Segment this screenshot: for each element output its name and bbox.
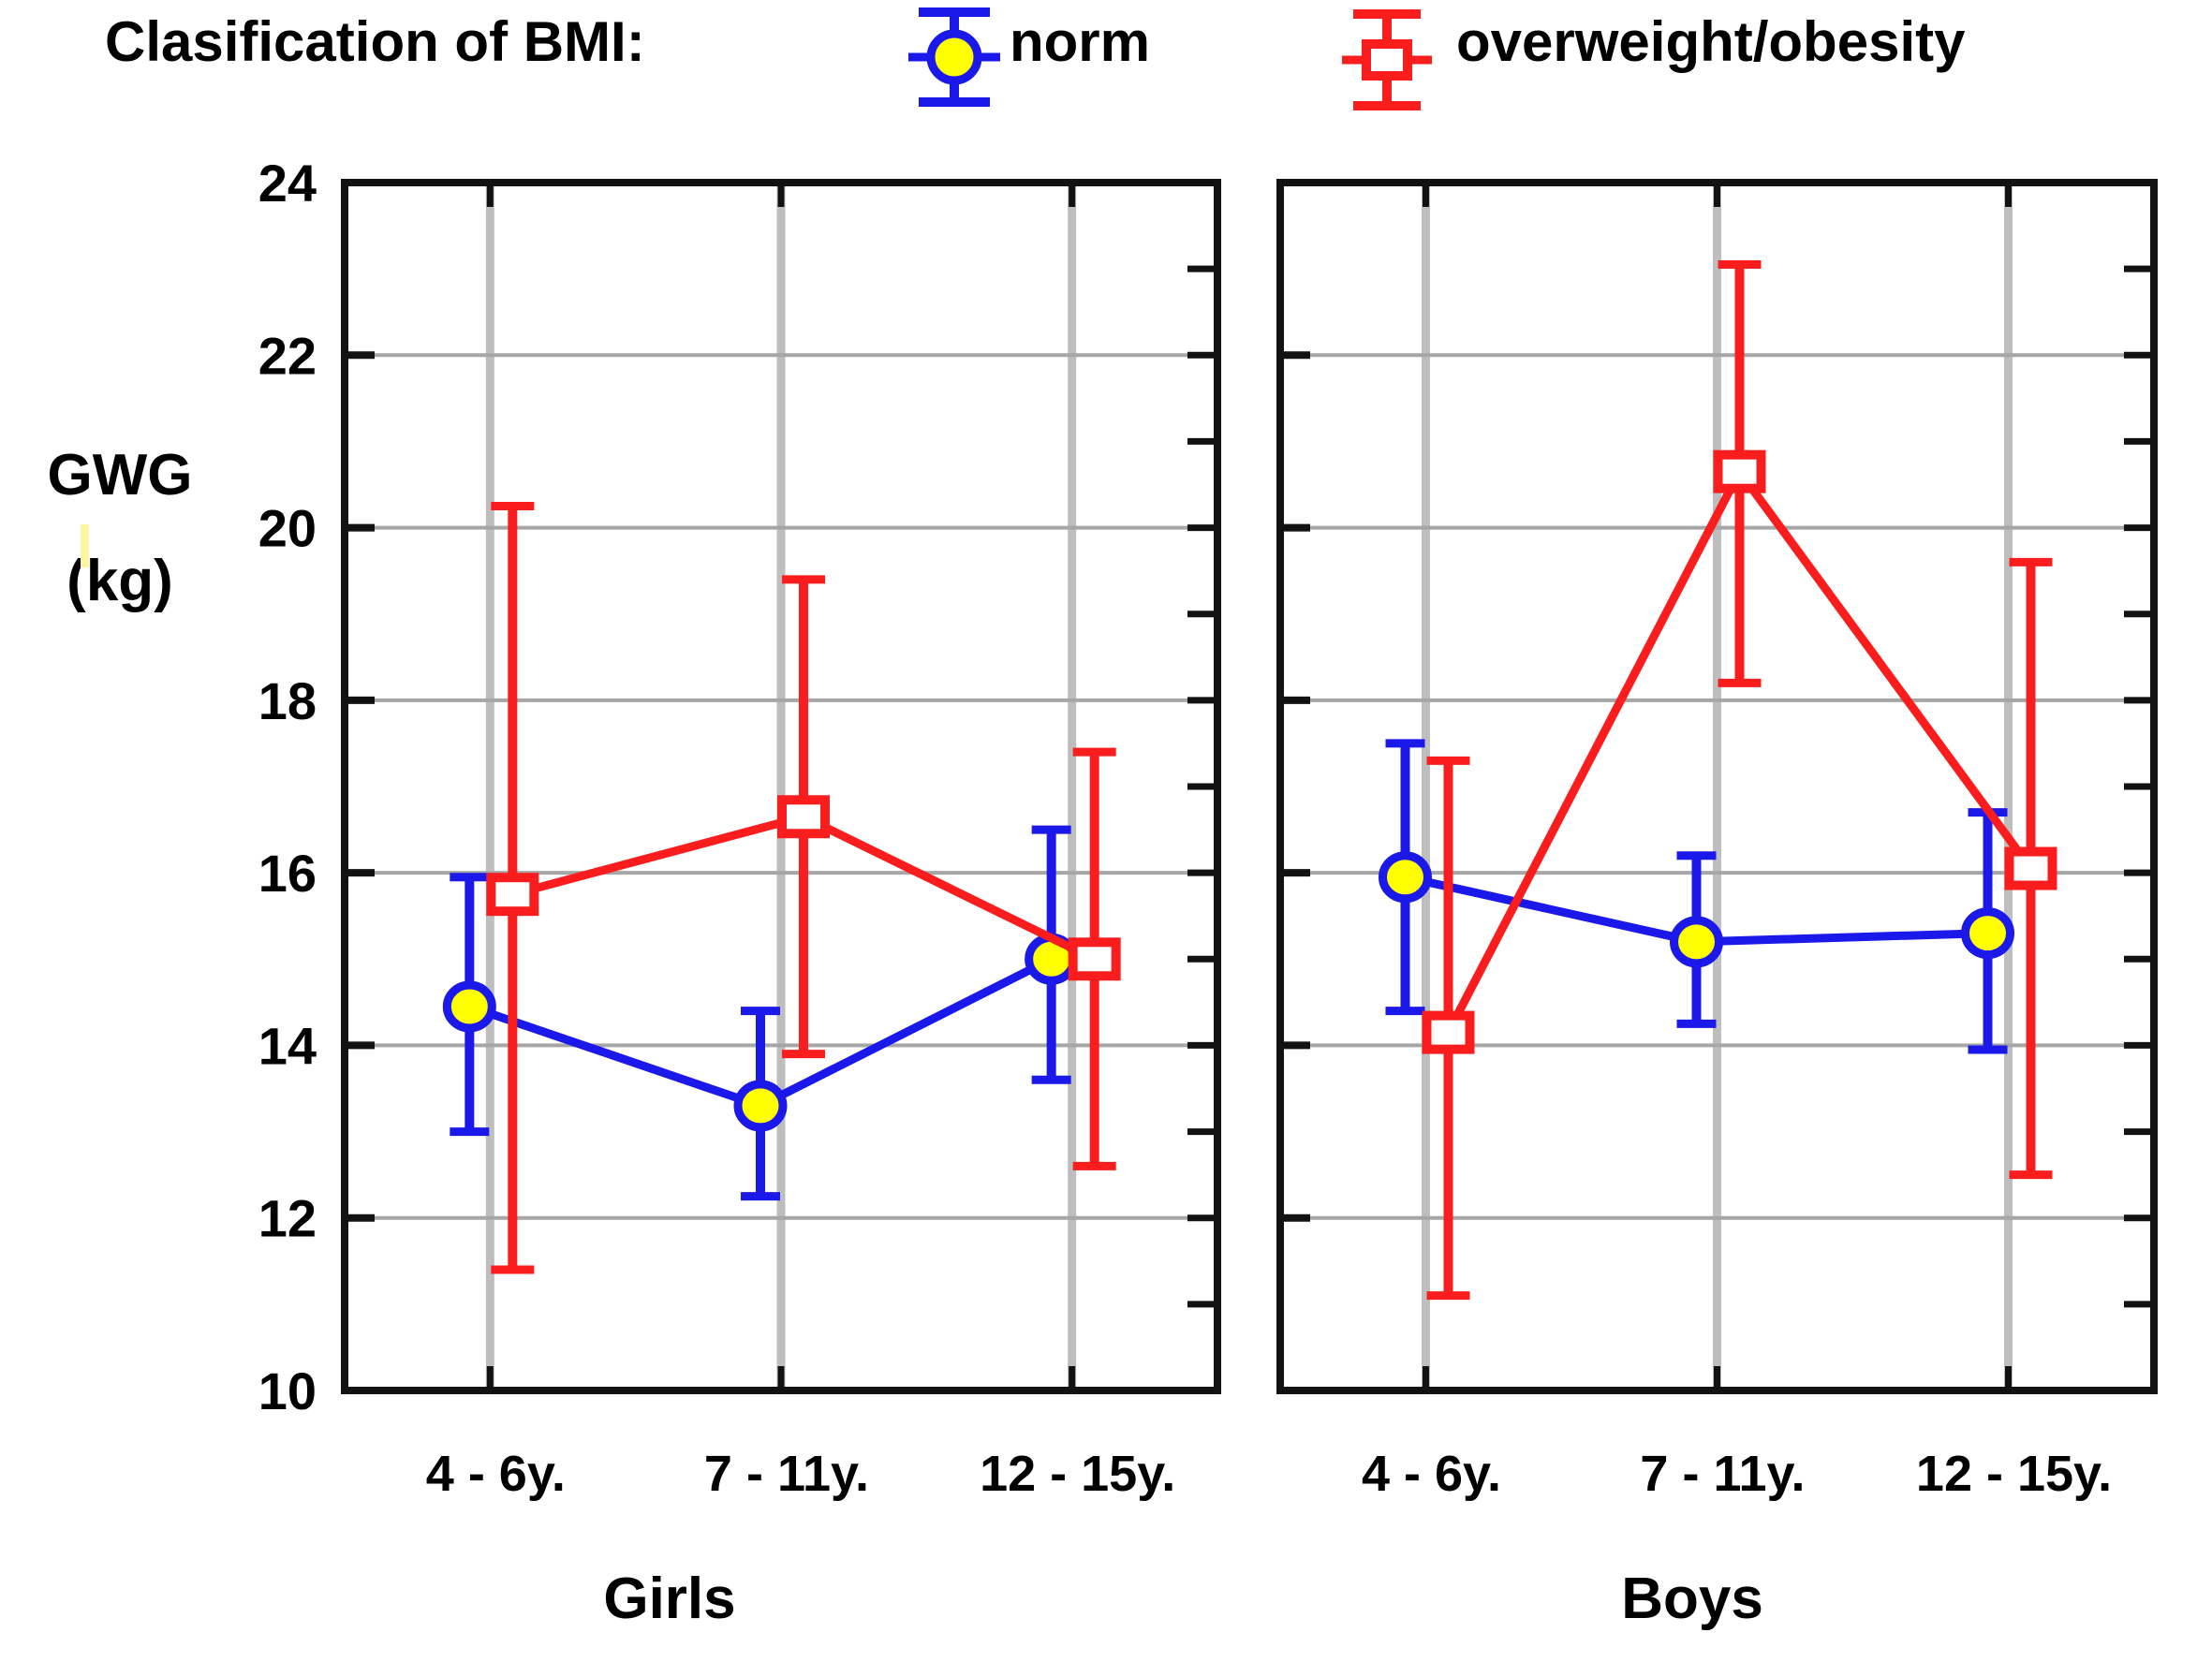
legend-label-norm: norm	[1010, 10, 1150, 73]
legend-title: Clasification of BMI:	[105, 10, 645, 73]
legend-label-overweight: overweight/obesity	[1456, 10, 1966, 73]
norm-marker-icon	[1379, 851, 1432, 904]
norm-marker-icon	[733, 1080, 788, 1132]
overweight-marker-icon	[2004, 846, 2057, 890]
x-tick-label: 12 - 15y.	[980, 1446, 1175, 1502]
scan-artifact-mark	[81, 524, 89, 567]
norm-errorbar-icon	[908, 7, 1000, 107]
x-tick-label: 7 - 11y.	[1640, 1446, 1805, 1502]
panel-frame	[1276, 179, 2158, 1394]
norm-marker-icon	[1670, 916, 1723, 968]
x-tick-label: 4 - 6y.	[426, 1446, 566, 1502]
norm-marker-icon	[442, 980, 496, 1033]
overweight-marker-icon	[1713, 449, 1766, 493]
y-tick-label: 16	[258, 844, 317, 903]
y-tick-label: 22	[258, 326, 317, 385]
overweight-errorbar-icon	[1342, 9, 1432, 110]
y-tick-label: 20	[258, 499, 317, 558]
panel-frame	[341, 179, 1221, 1394]
y-tick-label: 18	[258, 671, 317, 730]
x-tick-label: 4 - 6y.	[1362, 1446, 1501, 1502]
norm-marker-icon	[1961, 907, 2014, 960]
overweight-marker-icon	[486, 873, 539, 917]
overweight-marker-icon	[777, 795, 830, 839]
y-tick-label: 10	[258, 1361, 317, 1420]
x-tick-label: 7 - 11y.	[704, 1446, 869, 1502]
panel-title-boys: Boys	[1621, 1567, 1763, 1631]
panel-title-girls: Girls	[603, 1567, 736, 1631]
y-tick-label: 24	[258, 154, 317, 213]
y-tick-label: 14	[258, 1016, 317, 1075]
y-tick-label: 12	[258, 1189, 317, 1248]
y-axis-label-line1: GWG	[47, 443, 193, 508]
overweight-marker-icon	[1068, 937, 1121, 981]
overweight-marker-icon	[1422, 1010, 1475, 1054]
x-tick-label: 12 - 15y.	[1916, 1446, 2112, 1502]
